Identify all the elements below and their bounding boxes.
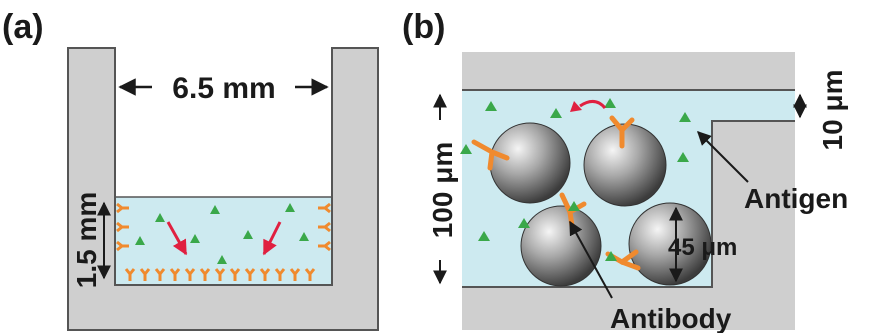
panel-a-antigens — [135, 203, 309, 264]
panel-a-label: (a) — [2, 8, 44, 46]
panel-a: (a) 6.5 mm 1.5 mm — [2, 8, 379, 331]
panel-b: (b) 100 μm 10 μm — [402, 8, 848, 333]
width-label: 6.5 mm — [172, 72, 275, 105]
antibody-label: Antibody — [610, 303, 732, 333]
panel-b-antibodies — [471, 115, 641, 271]
antigen-pointer — [697, 131, 749, 183]
bead — [583, 123, 667, 207]
channel-step-wall — [712, 121, 795, 330]
well-wall — [67, 47, 379, 331]
bead-diameter-label: 45 μm — [668, 234, 737, 261]
diffusion-arrow-right — [262, 221, 282, 256]
antigen-trajectory — [579, 100, 607, 110]
channel-top-wall — [462, 52, 795, 90]
bead — [520, 205, 602, 287]
antigen-label: Antigen — [744, 183, 848, 214]
channel-height-label: 100 μm — [427, 142, 458, 239]
bead — [489, 122, 571, 204]
height-label: 1.5 mm — [71, 192, 102, 289]
antibody-pointer — [569, 220, 613, 299]
gap-label: 10 μm — [817, 70, 848, 151]
panel-b-label: (b) — [402, 8, 445, 46]
panel-b-antigens — [460, 98, 691, 261]
beads — [489, 122, 712, 287]
diffusion-arrow-left — [166, 221, 188, 256]
channel-bottom-wall — [462, 287, 712, 330]
